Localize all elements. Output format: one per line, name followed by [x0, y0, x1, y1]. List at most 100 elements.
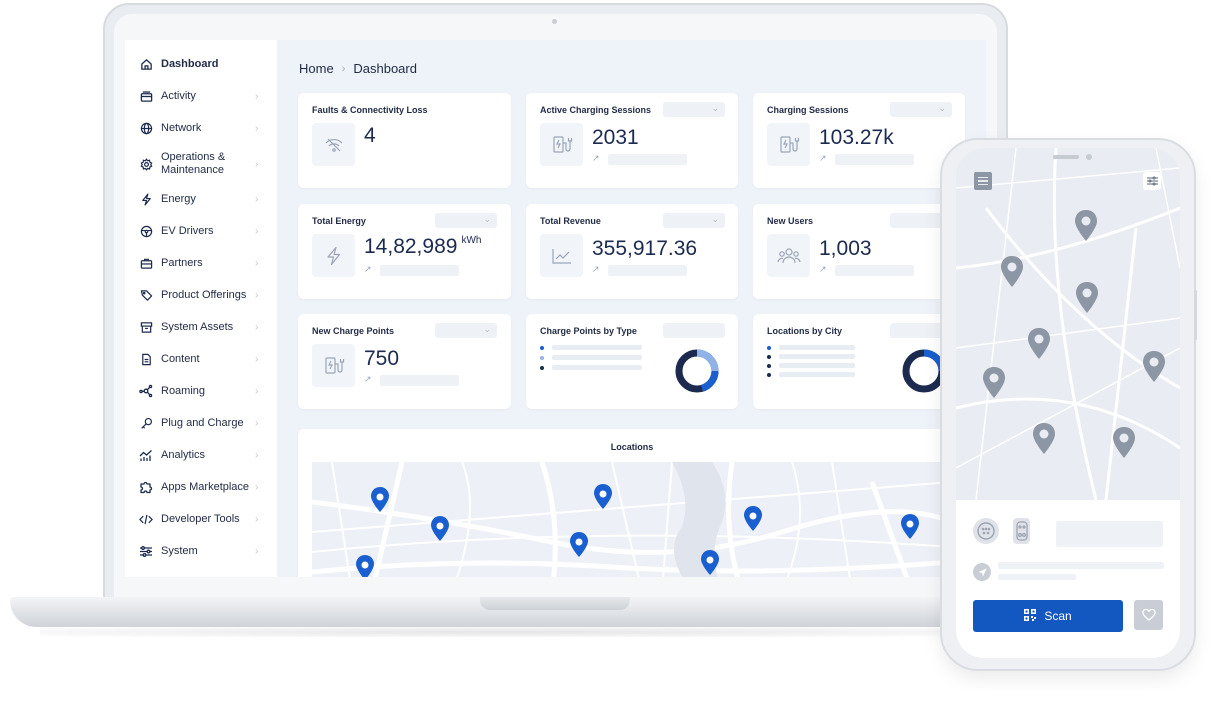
tag-icon	[139, 288, 153, 302]
active-sessions-card[interactable]: Active Charging Sessions ⌄ 2031 ↗	[526, 93, 738, 188]
chevron-right-icon: ›	[255, 90, 259, 102]
connectivity-icon	[312, 123, 355, 166]
chevron-right-icon: ›	[255, 225, 259, 237]
chevron-right-icon: ›	[255, 321, 259, 333]
trend-placeholder	[835, 265, 914, 276]
trend-up-icon: ↗	[364, 264, 372, 274]
period-select[interactable]	[663, 323, 725, 338]
trend-up-icon: ↗	[364, 374, 372, 384]
new-users-value: 1,003	[819, 237, 872, 260]
sidebar-item-content[interactable]: Content ›	[125, 351, 277, 367]
faults-card[interactable]: Faults & Connectivity Loss 4	[298, 93, 511, 188]
sidebar-item-label: Activity	[161, 89, 196, 102]
sidebar-item-analytics[interactable]: Analytics ›	[125, 447, 277, 463]
new-charge-points-card[interactable]: New Charge Points ⌄ 750 ↗	[298, 314, 511, 409]
locations-by-city-card[interactable]: Locations by City	[753, 314, 965, 409]
energy-unit: kWh	[461, 235, 482, 246]
navigation-icon[interactable]	[973, 563, 991, 581]
connector-type-icon[interactable]	[973, 518, 999, 544]
period-select[interactable]: ⌄	[890, 102, 952, 117]
sidebar-item-label: Apps Marketplace	[161, 480, 250, 493]
sidebar: Dashboard Activity › Network ›	[125, 40, 277, 577]
legend-item	[767, 354, 855, 359]
sidebar-item-dashboard[interactable]: Dashboard	[125, 56, 277, 72]
analytics-icon	[139, 448, 153, 462]
trend-placeholder	[835, 154, 914, 165]
legend-item	[540, 365, 642, 370]
puzzle-icon	[139, 480, 153, 494]
activity-icon	[139, 89, 153, 103]
trend-placeholder	[380, 265, 459, 276]
sidebar-item-ev-drivers[interactable]: EV Drivers ›	[125, 223, 277, 239]
charge-points-by-type-card[interactable]: Charge Points by Type	[526, 314, 738, 409]
card-title: Active Charging Sessions	[540, 105, 652, 115]
lightning-icon	[139, 192, 153, 206]
period-select[interactable]: ⌄	[435, 323, 497, 338]
legend-item	[540, 345, 642, 350]
globe-icon	[139, 121, 153, 135]
sidebar-item-product-offerings[interactable]: Product Offerings ›	[125, 287, 277, 303]
locations-map[interactable]	[312, 462, 952, 577]
sidebar-item-operations-maintenance[interactable]: Operations & Maintenance ›	[125, 150, 277, 178]
document-icon	[139, 352, 153, 366]
sidebar-item-activity[interactable]: Activity ›	[125, 88, 277, 104]
chevron-down-icon: ⌄	[711, 103, 719, 113]
sidebar-item-apps-marketplace[interactable]: Apps Marketplace ›	[125, 479, 277, 495]
scan-button[interactable]: Scan	[973, 600, 1123, 632]
sidebar-item-plug-and-charge[interactable]: Plug and Charge ›	[125, 415, 277, 431]
sidebar-item-label: Roaming	[161, 384, 206, 397]
sidebar-item-partners[interactable]: Partners ›	[125, 255, 277, 271]
archive-icon	[139, 320, 153, 334]
chevron-right-icon: ›	[255, 158, 259, 170]
sidebar-item-label: Network	[161, 121, 202, 134]
sidebar-item-network[interactable]: Network ›	[125, 120, 277, 136]
sidebar-item-label: Dashboard	[161, 57, 219, 70]
trend-up-icon: ↗	[592, 153, 600, 163]
sidebar-item-energy[interactable]: Energy ›	[125, 191, 277, 207]
card-title: Total Revenue	[540, 216, 601, 226]
sidebar-item-developer-tools[interactable]: Developer Tools ›	[125, 511, 277, 527]
chevron-down-icon: ⌄	[483, 214, 491, 224]
new-users-card[interactable]: New Users ⌄ 1,003 ↗	[753, 204, 965, 299]
period-select[interactable]	[890, 323, 952, 338]
legend-item	[767, 363, 855, 368]
active-sessions-value: 2031	[592, 126, 639, 149]
favorite-button[interactable]	[1134, 600, 1163, 630]
legend-placeholder	[552, 345, 642, 350]
sidebar-item-label: Content	[161, 352, 200, 365]
period-select[interactable]: ⌄	[663, 102, 725, 117]
total-energy-value: 14,82,989 kWh	[364, 235, 481, 259]
breadcrumb-home[interactable]: Home	[299, 61, 334, 76]
total-energy-card[interactable]: Total Energy ⌄ 14,82,989 kWh ↗	[298, 204, 511, 299]
period-select[interactable]: ⌄	[663, 213, 725, 228]
sidebar-item-label: System Assets	[161, 320, 234, 333]
laptop-camera	[552, 19, 557, 24]
legend-dot	[540, 345, 544, 350]
sidebar-item-roaming[interactable]: Roaming ›	[125, 383, 277, 399]
address-placeholder	[998, 562, 1164, 569]
phone-map[interactable]	[956, 148, 1180, 501]
connector-ccs-icon[interactable]	[1013, 518, 1030, 544]
total-revenue-card[interactable]: Total Revenue ⌄ 355,917.36 ↗	[526, 204, 738, 299]
trend-placeholder	[608, 265, 687, 276]
filter-icon[interactable]	[1143, 172, 1161, 190]
phone-map-pins	[983, 210, 1165, 458]
legend-dot	[767, 354, 771, 359]
phone-camera	[1086, 154, 1092, 160]
sidebar-item-system[interactable]: System ›	[125, 543, 277, 559]
sidebar-item-system-assets[interactable]: System Assets ›	[125, 319, 277, 335]
breadcrumb-current: Dashboard	[353, 61, 417, 76]
legend-placeholder	[779, 354, 855, 359]
menu-icon[interactable]	[974, 172, 992, 190]
roaming-icon	[139, 384, 153, 398]
locations-card[interactable]: Locations	[298, 429, 983, 577]
heart-icon	[1141, 609, 1156, 621]
dashboard-screen: Dashboard Activity › Network ›	[125, 40, 986, 577]
period-select[interactable]: ⌄	[435, 213, 497, 228]
charging-sessions-card[interactable]: Charging Sessions ⌄ 103.27k ↗	[753, 93, 965, 188]
card-title: New Users	[767, 216, 814, 226]
map-pins	[356, 484, 919, 577]
card-title: Total Energy	[312, 216, 366, 226]
legend-placeholder	[779, 363, 855, 368]
